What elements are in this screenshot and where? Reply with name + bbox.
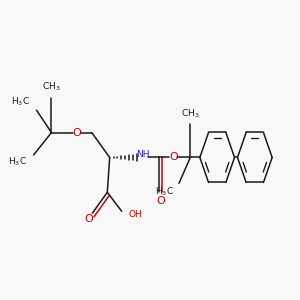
Text: O: O xyxy=(169,152,178,163)
Text: O: O xyxy=(84,214,93,224)
Text: O: O xyxy=(73,128,81,138)
Text: CH$_3$: CH$_3$ xyxy=(181,107,200,120)
Text: CH$_3$: CH$_3$ xyxy=(42,80,61,93)
Text: NH: NH xyxy=(136,150,150,159)
Text: H$_3$C: H$_3$C xyxy=(11,95,30,108)
Text: H$_3$C: H$_3$C xyxy=(8,155,27,168)
Text: O: O xyxy=(156,196,165,206)
Text: H$_3$C: H$_3$C xyxy=(155,185,174,198)
Text: OH: OH xyxy=(128,210,142,219)
